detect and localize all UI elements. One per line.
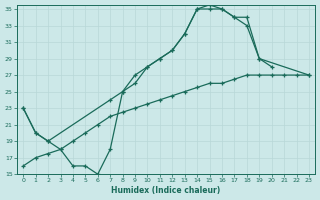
X-axis label: Humidex (Indice chaleur): Humidex (Indice chaleur)	[111, 186, 221, 195]
